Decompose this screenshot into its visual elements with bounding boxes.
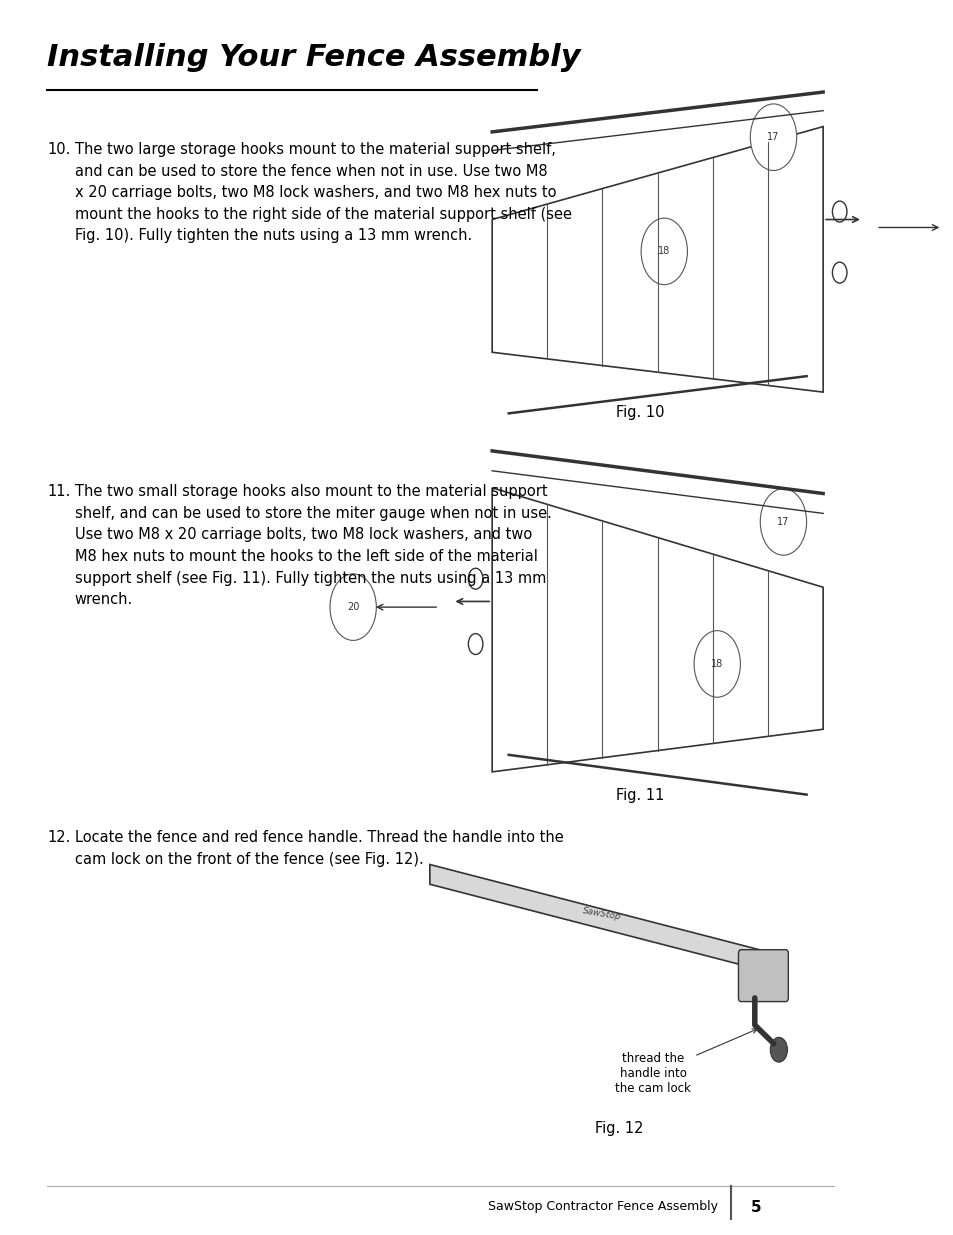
Text: Fig. 12: Fig. 12 bbox=[594, 1121, 642, 1136]
Circle shape bbox=[760, 489, 805, 556]
FancyBboxPatch shape bbox=[738, 950, 787, 1002]
Text: The two large storage hooks mount to the material support shelf,
and can be used: The two large storage hooks mount to the… bbox=[74, 142, 571, 243]
Text: 12.: 12. bbox=[48, 830, 71, 845]
Circle shape bbox=[330, 574, 375, 641]
Text: The two small storage hooks also mount to the material support
shelf, and can be: The two small storage hooks also mount t… bbox=[74, 484, 551, 608]
Text: Locate the fence and red fence handle. Thread the handle into the
cam lock on th: Locate the fence and red fence handle. T… bbox=[74, 830, 563, 867]
Text: 17: 17 bbox=[777, 517, 789, 527]
Circle shape bbox=[750, 104, 796, 170]
Text: SawStop Contractor Fence Assembly: SawStop Contractor Fence Assembly bbox=[487, 1200, 717, 1214]
Text: Fig. 10: Fig. 10 bbox=[616, 405, 664, 420]
Text: 18: 18 bbox=[710, 659, 722, 669]
Polygon shape bbox=[430, 864, 773, 973]
Text: thread the
handle into
the cam lock: thread the handle into the cam lock bbox=[615, 1029, 757, 1095]
Text: 17: 17 bbox=[766, 132, 779, 142]
Text: 5: 5 bbox=[750, 1200, 761, 1215]
Circle shape bbox=[938, 194, 953, 261]
Text: SawStop: SawStop bbox=[581, 906, 621, 921]
Text: Fig. 11: Fig. 11 bbox=[616, 788, 664, 803]
Circle shape bbox=[640, 219, 687, 285]
Text: 10.: 10. bbox=[48, 142, 71, 157]
Text: 20: 20 bbox=[347, 603, 359, 613]
Text: 18: 18 bbox=[658, 247, 670, 257]
Circle shape bbox=[769, 1037, 786, 1062]
Text: 11.: 11. bbox=[48, 484, 71, 499]
Text: Installing Your Fence Assembly: Installing Your Fence Assembly bbox=[48, 43, 580, 72]
Circle shape bbox=[694, 631, 740, 698]
